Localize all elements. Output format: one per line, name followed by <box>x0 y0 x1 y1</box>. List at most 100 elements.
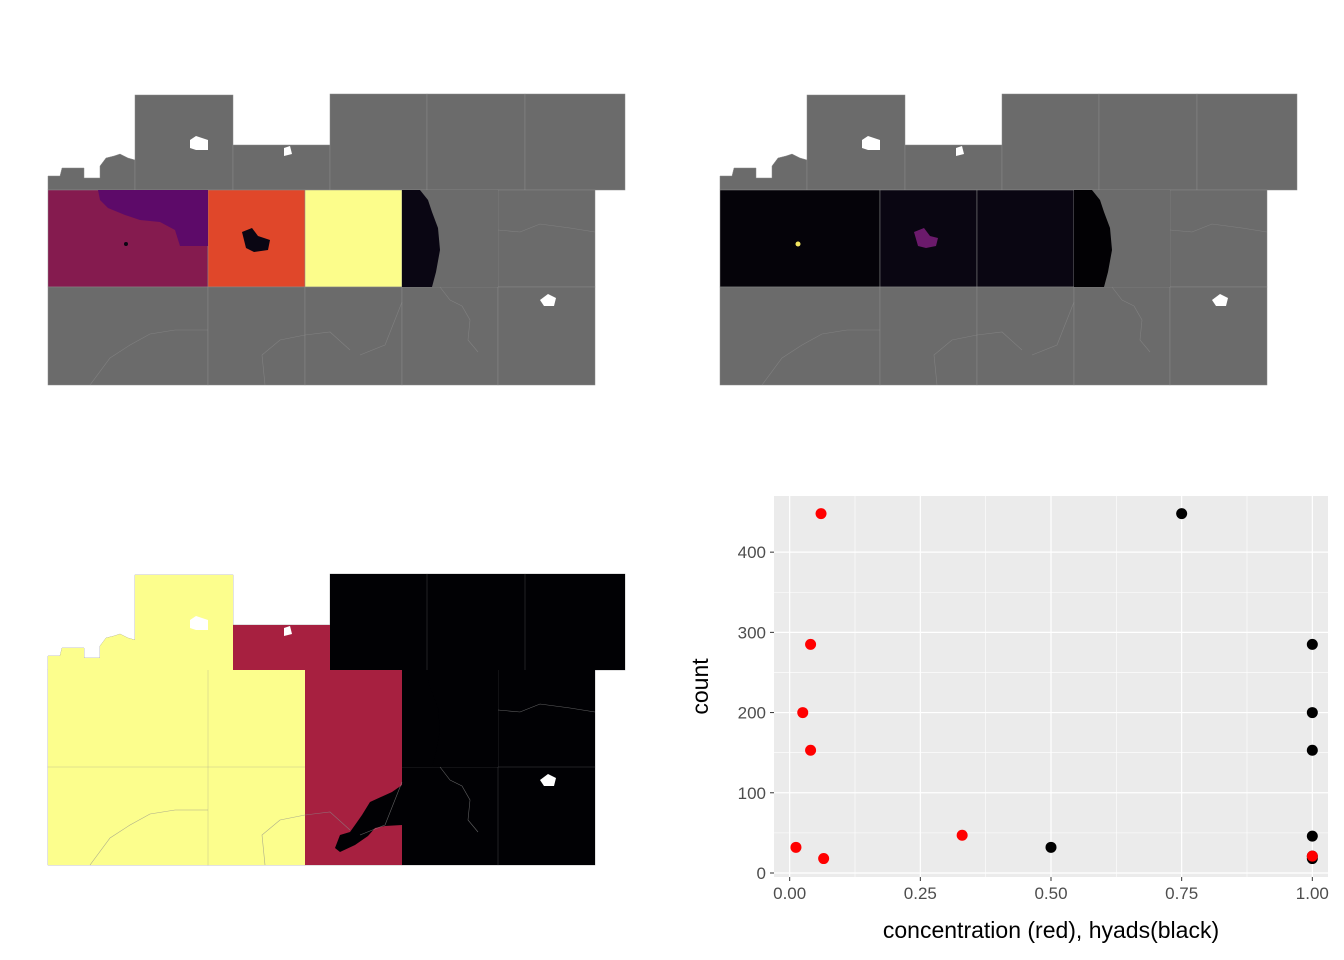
scatter-point <box>1045 841 1057 853</box>
county-shape <box>1001 93 1100 191</box>
county-shape <box>330 574 625 670</box>
city-shape <box>914 228 938 248</box>
map-top-right <box>719 93 1298 386</box>
county-shape <box>976 286 1075 386</box>
city-hole <box>284 626 292 636</box>
county-shape <box>976 189 1075 288</box>
city-hole <box>284 146 292 156</box>
x-tick-label: 0.50 <box>1034 884 1067 903</box>
scatter-point <box>956 829 968 841</box>
county-shape <box>304 286 403 386</box>
county-border <box>933 331 1023 386</box>
y-tick-label: 400 <box>738 543 766 562</box>
map-top-left <box>47 93 626 386</box>
county-shape <box>134 94 234 191</box>
scatter-point <box>818 853 830 865</box>
county-shape <box>232 144 331 191</box>
county-shape <box>1092 190 1170 287</box>
scatter-chart: 0.00 0.25 0.50 0.75 1.00 0 100 200 300 400 concen… <box>687 496 1329 943</box>
axis-ticks <box>770 551 1313 881</box>
county-border <box>359 781 403 836</box>
city-hole <box>540 294 556 306</box>
city-hole <box>1212 294 1228 306</box>
county-shape <box>1169 189 1268 288</box>
scatter-point <box>790 841 802 853</box>
axis-tick-labels: 0.00 0.25 0.50 0.75 1.00 0 100 200 300 400 <box>738 543 1329 903</box>
scatter-point <box>797 707 809 719</box>
x-tick-label: 1.00 <box>1296 884 1329 903</box>
county-border <box>439 286 479 353</box>
city-shape <box>795 241 801 247</box>
county-shape <box>420 670 498 767</box>
county-shape <box>420 190 498 287</box>
county-shape <box>1098 93 1198 191</box>
city-hole <box>540 774 556 786</box>
x-axis-title: concentration (red), hyads(black) <box>883 917 1219 943</box>
scatter-point <box>1306 830 1318 842</box>
county-shape <box>48 670 305 865</box>
scatter-point <box>1176 508 1188 520</box>
major-gridlines <box>774 496 1328 877</box>
county-shape <box>719 153 808 191</box>
city-shape <box>242 228 270 252</box>
city-hole <box>956 146 964 156</box>
county-border <box>1111 286 1151 353</box>
county-shape <box>304 189 403 288</box>
scatter-point <box>1306 707 1318 719</box>
county-border <box>261 331 351 386</box>
data-points <box>790 508 1318 865</box>
x-tick-label: 0.75 <box>1165 884 1198 903</box>
county-shape <box>329 93 428 191</box>
county-shape <box>135 575 233 670</box>
city-hole <box>190 136 208 150</box>
county-border <box>89 329 208 386</box>
county-border <box>1031 301 1075 356</box>
county-shape <box>524 93 626 191</box>
subregion-shape <box>98 190 208 246</box>
city-shape <box>124 242 128 246</box>
county-shape <box>1073 286 1171 386</box>
y-tick-label: 200 <box>738 704 766 723</box>
county-shape <box>806 94 906 191</box>
x-tick-label: 0.25 <box>904 884 937 903</box>
scatter-point <box>1306 850 1318 862</box>
scatter-point <box>805 638 817 650</box>
county-shape <box>719 286 881 386</box>
county-shape <box>47 286 209 386</box>
scatter-point <box>1306 638 1318 650</box>
county-shape <box>426 93 526 191</box>
y-tick-label: 300 <box>738 623 766 642</box>
county-shape <box>48 634 135 670</box>
county-border <box>89 809 208 866</box>
scatter-point <box>805 744 817 756</box>
county-shape <box>47 153 136 191</box>
county-border <box>1169 223 1268 233</box>
county-shape <box>879 286 978 386</box>
county-shape <box>402 670 440 767</box>
county-shape <box>497 189 596 288</box>
county-border <box>261 811 351 866</box>
x-tick-label: 0.00 <box>773 884 806 903</box>
county-border <box>761 329 880 386</box>
y-axis-title: count <box>687 658 713 715</box>
scatter-point <box>1306 744 1318 756</box>
city-shape <box>335 785 402 852</box>
scatter-point <box>815 508 827 520</box>
y-tick-label: 0 <box>757 864 766 883</box>
county-shape <box>719 189 881 288</box>
county-shape <box>1074 190 1112 287</box>
county-border <box>497 223 596 233</box>
county-shape <box>233 625 330 670</box>
county-border <box>497 703 596 713</box>
county-shape <box>401 286 499 386</box>
county-shape <box>1196 93 1298 191</box>
y-tick-label: 100 <box>738 784 766 803</box>
city-hole <box>862 136 880 150</box>
map-bottom-left <box>47 573 626 866</box>
county-shape <box>207 286 306 386</box>
city-hole <box>190 616 208 630</box>
county-border <box>439 766 479 833</box>
county-shape <box>402 190 440 287</box>
county-shape <box>904 144 1003 191</box>
county-border <box>359 301 403 356</box>
